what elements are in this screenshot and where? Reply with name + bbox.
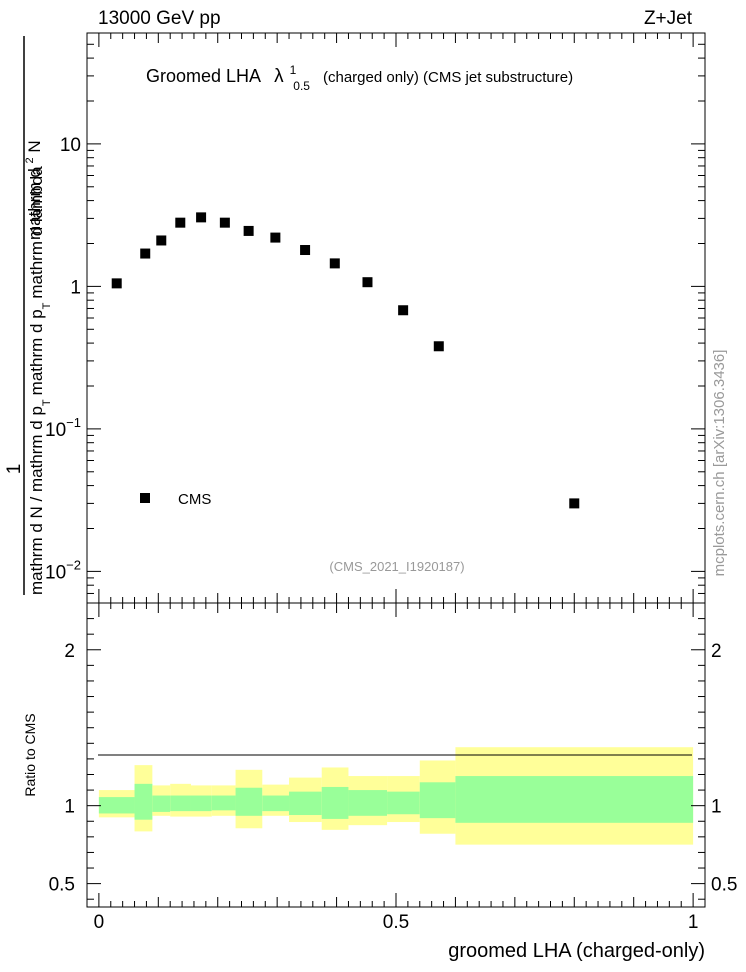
data-point — [219, 217, 230, 228]
x-tick-label: 0.5 — [383, 912, 409, 933]
title-main: Groomed LHA — [146, 66, 261, 86]
y-tick-label-base: 10 — [45, 420, 66, 441]
xlabel: groomed LHA (charged-only) — [448, 940, 705, 962]
ratio-y-tick-label-right: 1 — [711, 797, 722, 818]
y-tick-label-exp: −1 — [66, 415, 81, 430]
data-point — [362, 277, 373, 288]
title-lambda-sub: 0.5 — [293, 79, 310, 93]
y-tick-label-base: 10 — [45, 562, 66, 583]
green-band-bin — [289, 791, 322, 816]
x-tick-label: 0 — [94, 912, 105, 933]
title-suffix: (charged only) (CMS jet substructure) — [323, 69, 573, 86]
data-point — [270, 232, 281, 243]
y-tick-label: 10−2 — [45, 557, 81, 583]
x-tick-label: 1 — [688, 912, 699, 933]
title-lambda: λ — [274, 66, 284, 87]
y-tick-label: 10 — [60, 135, 81, 156]
green-band-bin — [134, 783, 153, 820]
header-right: Z+Jet — [644, 8, 693, 29]
ylabel-main: 1 mathrm d 2 N — [4, 36, 44, 595]
data-point — [111, 278, 122, 289]
green-band-bin — [321, 786, 349, 819]
green-band-bin — [235, 787, 263, 816]
data-point — [243, 225, 254, 236]
ylabel-numerator: 1 — [4, 464, 25, 475]
green-band-bin — [419, 782, 456, 819]
ylabel-sub: T — [41, 399, 53, 406]
ratio-bands — [98, 747, 694, 845]
data-point — [329, 258, 340, 269]
ratio-panel: 0.5 0.5 1 1 2 2 0 0.5 1 — [49, 602, 737, 933]
y-tick-label: 10−1 — [45, 415, 81, 441]
ratio-axis-ticks: 0.5 0.5 1 1 2 2 0 0.5 1 — [49, 603, 737, 933]
green-band-bin — [152, 795, 171, 812]
data-point — [300, 245, 311, 256]
watermark: mcplots.cern.ch [arXiv:1306.3436] — [711, 350, 728, 577]
ylabel-sub: T — [41, 302, 53, 309]
header-left: 13000 GeV pp — [98, 8, 221, 29]
ylabel-part: mathrm d lambda — [27, 166, 46, 299]
data-point — [398, 305, 409, 316]
y-tick-label: 1 — [70, 277, 81, 298]
green-band-bin — [262, 795, 290, 812]
legend-label: CMS — [178, 491, 211, 508]
ratio-y-tick-label-right: 0.5 — [711, 875, 737, 896]
title-lambda-sup: 1 — [290, 63, 297, 77]
ylabel-ratio: Ratio to CMS — [22, 713, 38, 796]
y-tick-label-exp: −2 — [66, 557, 81, 572]
data-point — [196, 212, 207, 223]
data-point — [175, 217, 186, 228]
green-band-bin — [211, 795, 236, 811]
legend-marker — [140, 493, 150, 503]
cms-data-markers — [111, 212, 580, 509]
ratio-y-tick-label-left: 2 — [64, 641, 75, 662]
ylabel-stack: mathrm d N / mathrm d pTmathrm d pTmathr… — [27, 166, 53, 595]
ylabel-part: mathrm d p — [27, 309, 46, 395]
green-band-bin — [348, 790, 388, 816]
green-band-bin — [190, 795, 212, 812]
data-point — [140, 248, 151, 259]
data-point — [569, 498, 580, 509]
ratio-y-tick-label-right: 2 — [711, 641, 722, 662]
green-band-bin — [98, 797, 135, 814]
ylabel-denominator: mathrm d 2 N — [18, 140, 44, 240]
ylabel-part: mathrm d N / mathrm d p — [27, 406, 46, 595]
ratio-y-tick-label-left: 1 — [64, 797, 75, 818]
green-band-bin — [170, 795, 191, 812]
ylabel-expression: mathrm d N / mathrm d pTmathrm d pTmathr… — [27, 166, 53, 595]
plot-title: Groomed LHA λ 1 0.5 (charged only) (CMS … — [146, 58, 573, 94]
data-point — [433, 341, 444, 352]
data-point — [156, 235, 167, 246]
green-band-bin — [387, 791, 420, 815]
analysis-id: (CMS_2021_I1920187) — [329, 559, 464, 574]
ratio-y-tick-label-left: 0.5 — [49, 875, 75, 896]
green-band-bin — [455, 776, 694, 823]
